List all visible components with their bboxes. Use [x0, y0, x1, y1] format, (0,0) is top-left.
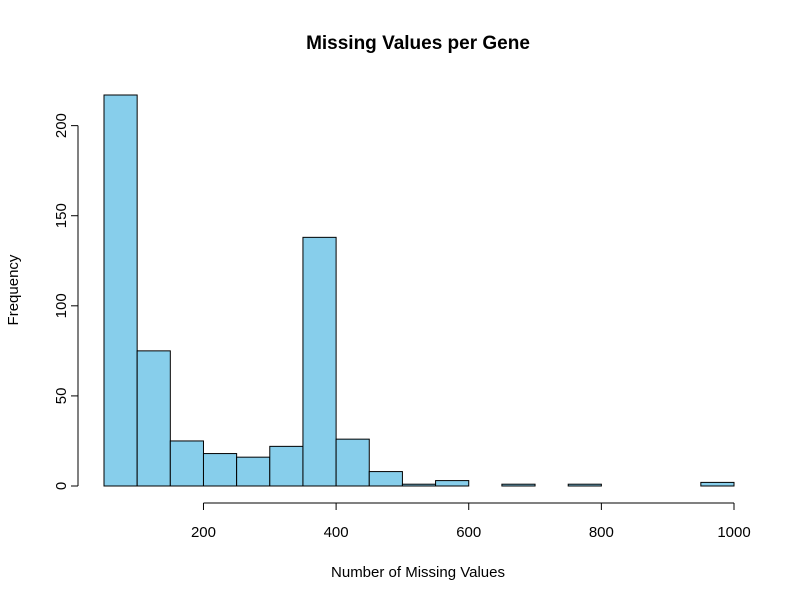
histogram-bar: [401, 483, 437, 487]
y-tick-label: 150: [53, 203, 70, 228]
histogram-bar: [202, 453, 238, 487]
x-tick-label: 1000: [717, 524, 750, 541]
bars-group: [103, 94, 735, 487]
histogram-bar: [269, 445, 304, 487]
chart-title: Missing Values per Gene: [306, 33, 530, 54]
x-tick-label: 200: [191, 524, 216, 541]
histogram-bar: [700, 481, 735, 487]
x-axis-label: Number of Missing Values: [331, 564, 505, 581]
x-tick-label: 600: [456, 524, 481, 541]
histogram-bar: [236, 456, 271, 487]
x-ticks: 200 400 600 800 1000: [191, 503, 751, 541]
histogram-bar: [435, 480, 470, 487]
y-tick-label: 0: [53, 482, 70, 490]
y-tick-label: 50: [53, 388, 70, 405]
y-axis-label: Frequency: [5, 254, 22, 325]
x-tick-label: 800: [589, 524, 614, 541]
histogram-bar: [567, 483, 602, 487]
histogram-bar: [368, 471, 403, 487]
histogram-bar: [169, 440, 204, 487]
y-tick-label: 100: [53, 293, 70, 318]
y-axis: 0 50 100 150 200: [53, 113, 79, 490]
histogram-bar: [136, 350, 171, 487]
y-ticks: 0 50 100 150 200: [53, 113, 78, 490]
x-axis: 200 400 600 800 1000: [191, 502, 751, 541]
histogram-bar: [335, 438, 370, 487]
histogram-bar: [501, 483, 536, 487]
y-tick-label: 200: [53, 113, 70, 138]
x-tick-label: 400: [324, 524, 349, 541]
histogram-bar: [103, 94, 138, 487]
histogram-bar: [302, 236, 337, 487]
